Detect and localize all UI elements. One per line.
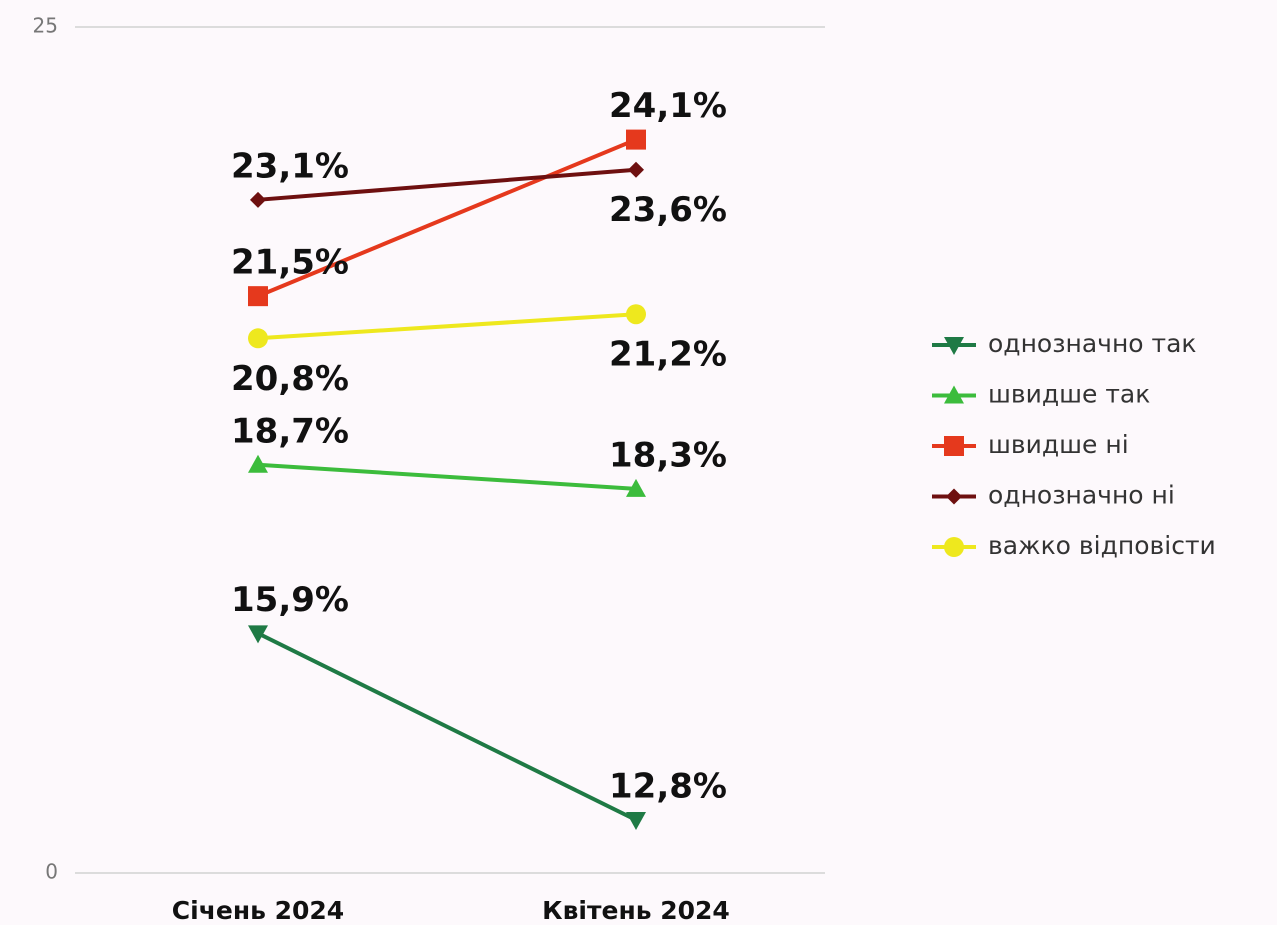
y-tick-label: 25 — [33, 14, 58, 38]
point-marker — [626, 129, 646, 150]
data-label: 12,8% — [609, 767, 727, 807]
legend-label: однозначно так — [988, 329, 1197, 358]
series-line — [257, 312, 637, 341]
point-marker — [628, 161, 644, 178]
data-label: 23,6% — [609, 190, 727, 230]
y-tick-label: 0 — [45, 860, 58, 884]
point-marker — [626, 478, 646, 497]
data-label: 20,8% — [231, 359, 349, 399]
point-marker — [248, 625, 268, 644]
series-line — [257, 137, 637, 299]
data-label: 21,5% — [231, 243, 349, 283]
data-label: 21,2% — [609, 335, 727, 375]
legend-marker — [944, 436, 964, 456]
point-marker — [626, 812, 646, 831]
point-marker — [250, 191, 266, 208]
data-label: 18,7% — [231, 411, 349, 451]
legend-marker — [946, 488, 962, 505]
point-marker — [626, 304, 646, 325]
legend-marker — [944, 385, 964, 404]
legend-marker — [944, 337, 964, 355]
series-line — [257, 631, 637, 822]
x-tick-label: Січень 2024 — [172, 896, 344, 925]
series-line — [257, 167, 637, 202]
data-label: 23,1% — [231, 146, 349, 186]
x-tick-label: Квітень 2024 — [542, 896, 730, 925]
legend-label: однозначно ні — [988, 481, 1175, 510]
point-marker — [248, 454, 268, 473]
legend-label: швидше ні — [988, 430, 1129, 459]
point-marker — [248, 328, 268, 349]
legend-marker — [944, 537, 964, 557]
point-marker — [248, 286, 268, 307]
data-label: 24,1% — [609, 86, 727, 126]
data-label: 15,9% — [231, 580, 349, 620]
data-label: 18,3% — [609, 435, 727, 475]
series-line — [257, 462, 637, 491]
legend-label: важко відповісти — [988, 531, 1216, 560]
legend-label: швидше так — [988, 380, 1150, 409]
